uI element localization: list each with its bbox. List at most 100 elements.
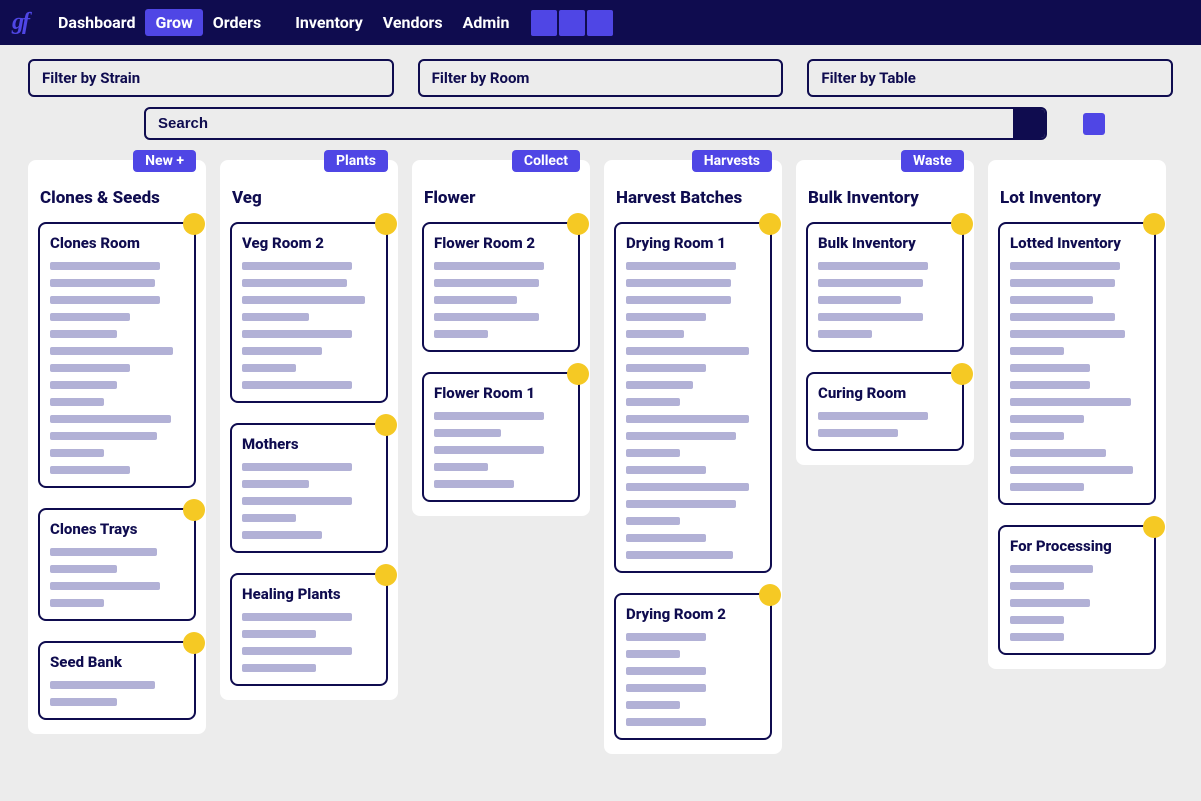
placeholder-line (434, 279, 539, 287)
placeholder-line (1010, 565, 1093, 573)
status-dot (567, 213, 589, 235)
card[interactable]: Mothers (230, 423, 388, 553)
nav-inventory[interactable]: Inventory (285, 9, 373, 36)
placeholder-line (626, 398, 680, 406)
card-body (818, 262, 952, 338)
placeholder-line (50, 398, 104, 406)
card[interactable]: Bulk Inventory (806, 222, 964, 352)
card[interactable]: Lotted Inventory (998, 222, 1156, 505)
status-dot (759, 213, 781, 235)
status-dot (375, 564, 397, 586)
nav-orders[interactable]: Orders (203, 9, 271, 36)
placeholder-line (1010, 466, 1133, 474)
placeholder-line (50, 466, 130, 474)
placeholder-line (242, 381, 352, 389)
placeholder-line (50, 698, 117, 706)
search-input[interactable] (146, 109, 1013, 138)
placeholder-line (1010, 449, 1106, 457)
nav-vendors[interactable]: Vendors (373, 9, 453, 36)
nav-admin[interactable]: Admin (453, 9, 520, 36)
card-body (1010, 262, 1144, 491)
placeholder-line (50, 262, 160, 270)
column-tag[interactable]: New + (133, 150, 196, 172)
placeholder-line (242, 531, 322, 539)
placeholder-line (1010, 296, 1093, 304)
card[interactable]: For Processing (998, 525, 1156, 655)
placeholder-line (626, 347, 749, 355)
column-tag[interactable]: Waste (901, 150, 964, 172)
nav-action-squares (531, 10, 613, 36)
placeholder-line (1010, 616, 1064, 624)
placeholder-line (626, 483, 749, 491)
filter-room[interactable]: Filter by Room (418, 59, 784, 97)
column-tag[interactable]: Harvests (692, 150, 772, 172)
placeholder-line (626, 313, 706, 321)
top-nav: gf DashboardGrowOrders InventoryVendorsAd… (0, 0, 1201, 45)
placeholder-line (626, 415, 749, 423)
placeholder-line (50, 279, 155, 287)
filter-row: Filter by Strain Filter by Room Filter b… (28, 59, 1173, 97)
card[interactable]: Drying Room 1 (614, 222, 772, 573)
card[interactable]: Flower Room 1 (422, 372, 580, 502)
placeholder-line (626, 718, 706, 726)
placeholder-line (1010, 381, 1090, 389)
status-dot (1143, 213, 1165, 235)
card-body (434, 262, 568, 338)
card[interactable]: Clones Trays (38, 508, 196, 621)
card-body (242, 262, 376, 389)
status-dot (183, 632, 205, 654)
nav-dashboard[interactable]: Dashboard (48, 9, 145, 36)
placeholder-line (50, 599, 104, 607)
card[interactable]: Curing Room (806, 372, 964, 451)
column: CollectFlowerFlower Room 2Flower Room 1 (412, 160, 590, 516)
placeholder-line (242, 664, 316, 672)
card-body (818, 412, 952, 437)
placeholder-line (434, 262, 544, 270)
card-title: Flower Room 1 (434, 384, 568, 402)
column-title: Clones & Seeds (40, 188, 196, 208)
status-dot (375, 414, 397, 436)
logo: gf (12, 9, 28, 36)
nav-square-1[interactable] (559, 10, 585, 36)
toolbar-action[interactable] (1083, 113, 1105, 135)
status-dot (759, 584, 781, 606)
status-dot (183, 213, 205, 235)
column-tag[interactable]: Plants (324, 150, 388, 172)
placeholder-line (818, 313, 923, 321)
column-tag[interactable]: Collect (512, 150, 580, 172)
placeholder-line (242, 463, 352, 471)
placeholder-line (626, 667, 706, 675)
placeholder-line (1010, 633, 1064, 641)
filter-strain[interactable]: Filter by Strain (28, 59, 394, 97)
card[interactable]: Veg Room 2 (230, 222, 388, 403)
placeholder-line (242, 330, 352, 338)
placeholder-line (242, 630, 316, 638)
placeholder-line (626, 650, 680, 658)
card[interactable]: Seed Bank (38, 641, 196, 720)
filter-bar: Filter by Strain Filter by Room Filter b… (0, 45, 1201, 146)
placeholder-line (50, 548, 157, 556)
card-body (1010, 565, 1144, 641)
filter-table[interactable]: Filter by Table (807, 59, 1173, 97)
card[interactable]: Clones Room (38, 222, 196, 488)
placeholder-line (242, 347, 322, 355)
card-title: Healing Plants (242, 585, 376, 603)
card[interactable]: Flower Room 2 (422, 222, 580, 352)
nav-grow[interactable]: Grow (145, 9, 202, 36)
card-title: Mothers (242, 435, 376, 453)
column: WasteBulk InventoryBulk InventoryCuring … (796, 160, 974, 465)
card-title: Drying Room 2 (626, 605, 760, 623)
card[interactable]: Drying Room 2 (614, 593, 772, 740)
nav-square-2[interactable] (587, 10, 613, 36)
placeholder-line (818, 296, 901, 304)
placeholder-line (434, 296, 517, 304)
search-button[interactable] (1013, 109, 1045, 138)
placeholder-line (626, 534, 706, 542)
nav-square-0[interactable] (531, 10, 557, 36)
column-title: Flower (424, 188, 580, 208)
placeholder-line (50, 565, 117, 573)
placeholder-line (626, 500, 736, 508)
placeholder-line (242, 514, 296, 522)
card[interactable]: Healing Plants (230, 573, 388, 686)
placeholder-line (50, 681, 155, 689)
